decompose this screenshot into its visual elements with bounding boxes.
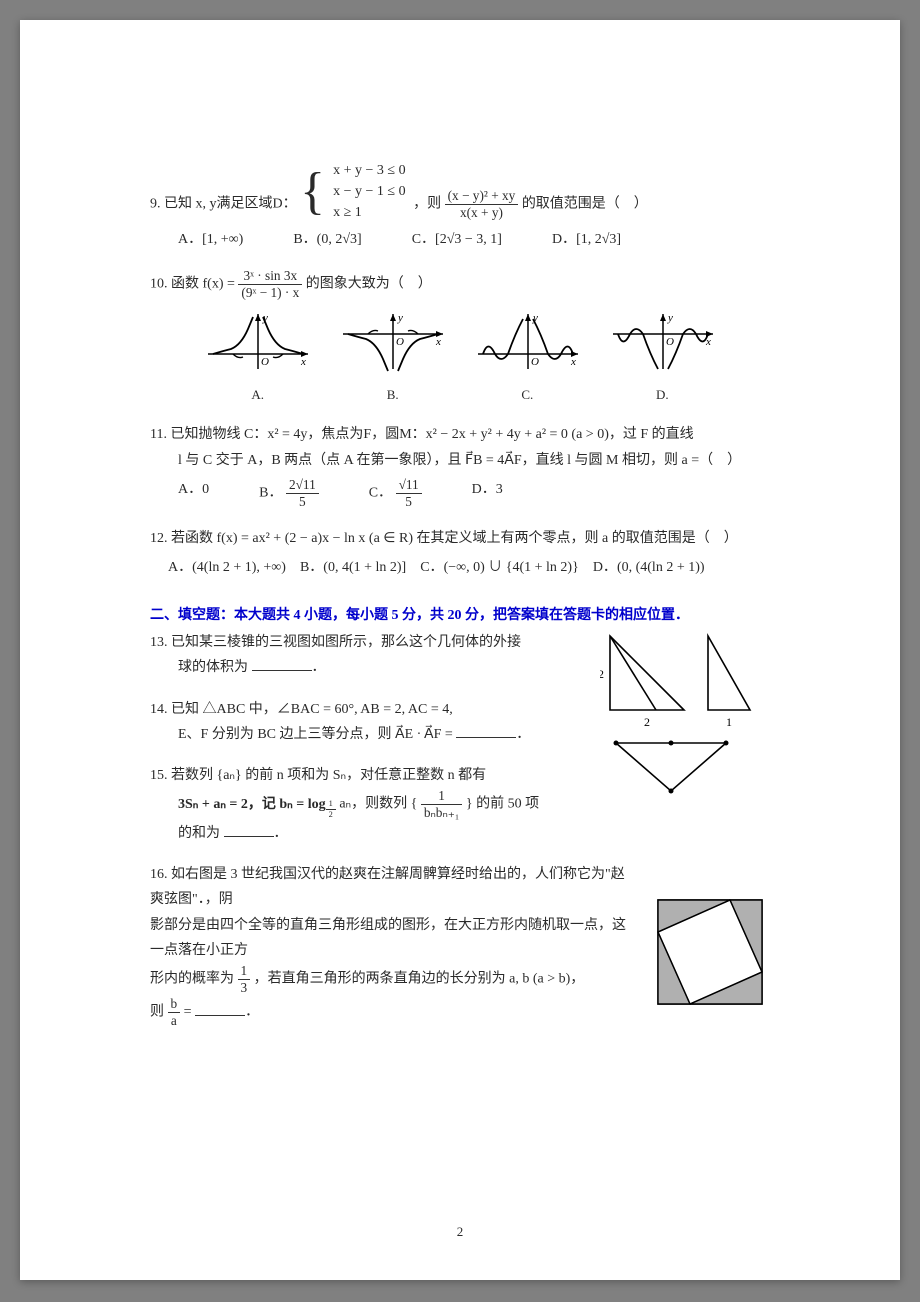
q15-stem-a: 若数列 {aₙ} 的前 n 项和为 Sₙ，对任意正整数 n 都有 (171, 768, 486, 783)
question-9: 9. 已知 x, y满足区域D： { x + y − 3 ≤ 0 x − y −… (150, 160, 770, 252)
zhaoshuang-figure (650, 892, 770, 1017)
q15-seq-frac: 1bₙbₙ₊₁ (421, 788, 463, 821)
q12-stem: 若函数 f(x) = ax² + (2 − a)x − ln x (a ∈ R)… (171, 531, 738, 546)
q11-options: A．0 B． 2√115 C． √115 D．3 (178, 477, 770, 510)
q15-blank (224, 823, 274, 837)
q16-stem-c2: ，若直角三角形的两条直角边的长分别为 a, b (a > b)， (254, 972, 585, 987)
top-view-figure (600, 735, 750, 805)
q16-number: 16. (150, 867, 168, 882)
q13-number: 13. (150, 635, 168, 650)
svg-text:O: O (261, 356, 269, 368)
q9-stem-mid: ，则 (413, 197, 441, 212)
q16-stem-b: 影部分是由四个全等的直角三角形组成的图形，在大正方形内随机取一点，这一点落在小正… (150, 918, 626, 958)
svg-text:y: y (667, 312, 673, 324)
q16-stem-a: 如右图是 3 世纪我国汉代的赵爽在注解周髀算经时给出的，人们称它为"赵爽弦图"．… (150, 867, 625, 907)
q16-stem-d2: = (184, 1005, 192, 1020)
q10-expression: 3ˣ · sin 3x (9ˣ − 1) · x (238, 268, 302, 301)
q10-graphs: y x O y x O (190, 309, 730, 379)
q15-stem-c: 的和为 (178, 826, 220, 841)
exam-page: 9. 已知 x, y满足区域D： { x + y − 3 ≤ 0 x − y −… (20, 20, 900, 1280)
q12-opt-c: C．(−∞, 0) ∪ {4(1 + ln 2)} (420, 555, 579, 580)
q10-graph-c: y x O (473, 309, 583, 379)
q9-opt-d: D．[1, 2√3] (552, 227, 621, 252)
q10-graph-b: y x O (338, 309, 448, 379)
q14-stem2: E、F 分别为 BC 边上三等分点，则 A⃗E · A⃗F = (178, 727, 453, 742)
q9-options: A．[1, +∞) B．(0, 2√3] C．[2√3 − 3, 1] D．[1… (178, 227, 770, 252)
q9-opt-c: C．[2√3 − 3, 1] (412, 227, 502, 252)
svg-text:1: 1 (726, 715, 732, 729)
svg-text:x: x (570, 356, 576, 368)
svg-text:x: x (435, 336, 441, 348)
q11-stem-2: l 与 C 交于 A，B 两点（点 A 在第一象限），且 F⃗B = 4A⃗F，… (178, 453, 741, 468)
svg-text:O: O (531, 356, 539, 368)
q9-expression: (x − y)² + xy x(x + y) (445, 188, 519, 221)
q13-stem: 已知某三棱锥的三视图如图所示，那么这个几何体的外接 (171, 635, 521, 650)
q14-blank (456, 724, 516, 738)
q12-opt-b: B．(0, 4(1 + ln 2)] (300, 555, 406, 580)
q13-blank (252, 657, 312, 671)
svg-text:y: y (397, 312, 403, 324)
svg-text:2: 2 (600, 667, 604, 681)
q15-stem-b1: 3Sₙ + aₙ = 2，记 bₙ = log (178, 797, 326, 812)
q13-stem2: 球的体积为 (178, 660, 248, 675)
q11-opt-a: A．0 (178, 477, 209, 510)
q16-ratio: ba (168, 996, 181, 1029)
three-view-figure: 2 2 1 (600, 630, 770, 810)
q15-stem-b3: } 的前 50 项 (466, 797, 539, 812)
q10-graph-labels: A. B. C. D. (190, 383, 730, 406)
q10-stem-prefix: 函数 f(x) = (171, 277, 238, 292)
q12-number: 12. (150, 531, 168, 546)
question-12: 12. 若函数 f(x) = ax² + (2 − a)x − ln x (a … (150, 526, 770, 580)
q11-opt-d: D．3 (472, 477, 503, 510)
svg-text:O: O (396, 336, 404, 348)
q12-opt-a: A．(4(ln 2 + 1), +∞) (168, 555, 286, 580)
q16-prob: 13 (238, 963, 251, 996)
q9-number: 9. (150, 197, 161, 212)
q16-blank (195, 1002, 245, 1016)
q14-stem: 已知 △ABC 中，∠BAC = 60°, AB = 2, AC = 4, (171, 702, 453, 717)
q9-stem-suffix: 的取值范围是（ ） (522, 197, 648, 212)
q11-opt-c: C． √115 (369, 477, 422, 510)
question-11: 11. 已知抛物线 C：x² = 4y，焦点为F，圆M：x² − 2x + y²… (150, 422, 770, 509)
q15-stem-b2: aₙ，则数列 { (339, 797, 417, 812)
svg-text:O: O (666, 336, 674, 348)
svg-text:x: x (300, 356, 306, 368)
q12-opt-d: D．(0, (4(ln 2 + 1)) (593, 555, 705, 580)
q14-number: 14. (150, 702, 168, 717)
q9-stem-prefix: 已知 x, y满足区域D： (164, 197, 297, 212)
q16-stem-c1: 形内的概率为 (150, 972, 234, 987)
q9-opt-b: B．(0, 2√3] (293, 227, 361, 252)
q15-number: 15. (150, 768, 168, 783)
q9-constraints: { x + y − 3 ≤ 0 x − y − 1 ≤ 0 x ≥ 1 (300, 160, 409, 223)
q11-number: 11. (150, 427, 167, 442)
q10-graph-d: y x O (608, 309, 718, 379)
q10-number: 10. (150, 277, 168, 292)
page-number: 2 (457, 1224, 464, 1240)
q9-opt-a: A．[1, +∞) (178, 227, 243, 252)
question-10: 10. 函数 f(x) = 3ˣ · sin 3x (9ˣ − 1) · x 的… (150, 268, 770, 406)
section-2-title: 二、填空题：本大题共 4 小题，每小题 5 分，共 20 分，把答案填在答题卡的… (150, 604, 770, 624)
q11-opt-b: B． 2√115 (259, 477, 319, 510)
svg-text:2: 2 (644, 715, 650, 729)
q16-stem-d1: 则 (150, 1005, 168, 1020)
q10-stem-suffix: 的图象大致为（ ） (306, 277, 432, 292)
q12-options: A．(4(ln 2 + 1), +∞) B．(0, 4(1 + ln 2)] C… (168, 555, 770, 580)
q10-graph-a: y x O (203, 309, 313, 379)
q11-stem-1: 已知抛物线 C：x² = 4y，焦点为F，圆M：x² − 2x + y² + 4… (170, 427, 693, 442)
